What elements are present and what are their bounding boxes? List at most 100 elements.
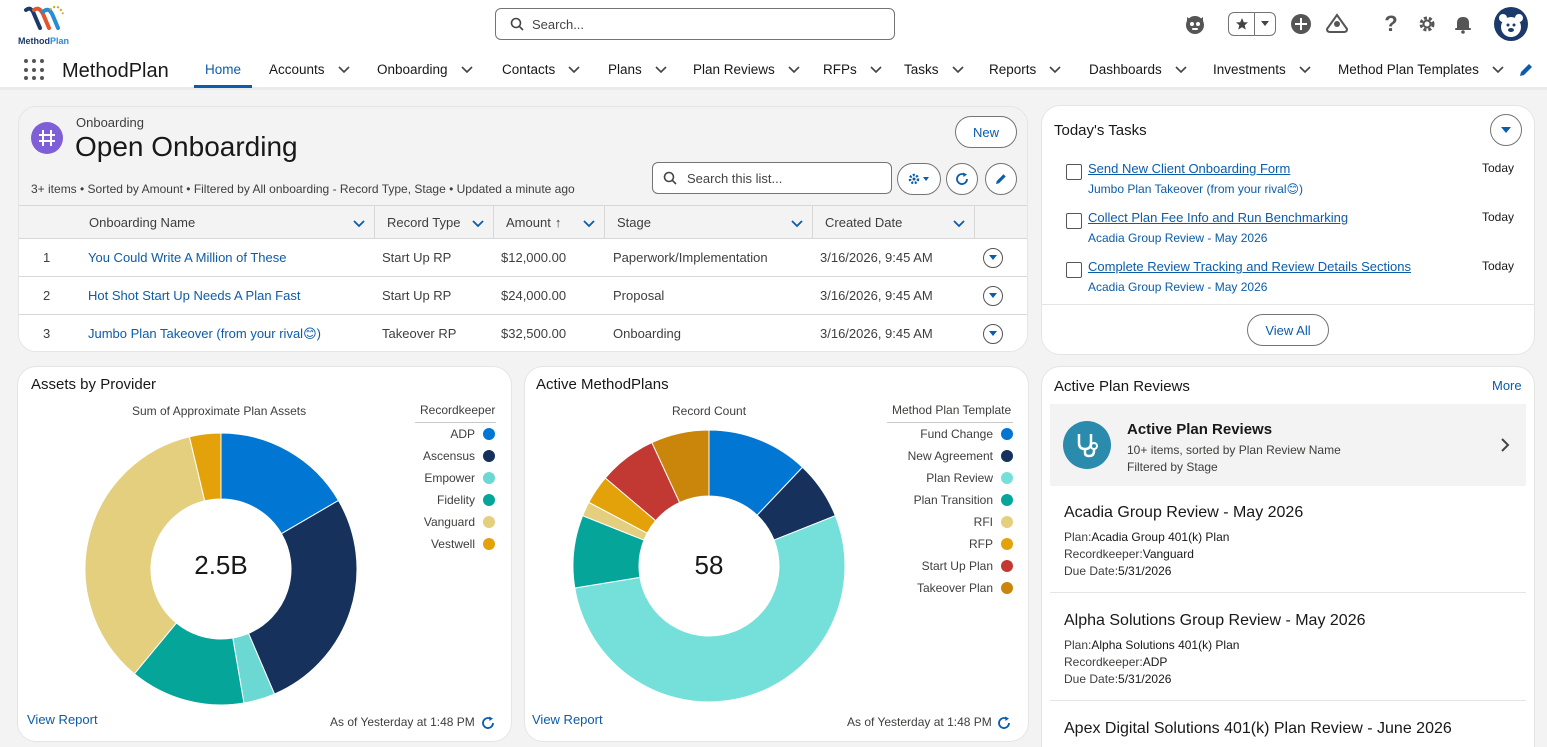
app-launcher-waffle-icon[interactable]: [24, 59, 46, 81]
chevron-down-icon[interactable]: [582, 216, 596, 230]
task-related-link[interactable]: Acadia Group Review - May 2026: [1088, 231, 1268, 245]
global-search[interactable]: [495, 8, 895, 40]
nav-tab-rfps[interactable]: RFPs: [823, 50, 883, 88]
method-plan-logo[interactable]: [16, 4, 76, 46]
legend-item[interactable]: Fund Change: [920, 425, 1013, 443]
task-name-link[interactable]: Complete Review Tracking and Review Deta…: [1088, 259, 1411, 274]
nav-tab-investments[interactable]: Investments: [1213, 50, 1312, 88]
favorites-dropdown-icon[interactable]: [1255, 13, 1275, 35]
task-related-link[interactable]: Jumbo Plan Takeover (from your rival😊): [1088, 182, 1304, 196]
donut-chart-plans[interactable]: [564, 421, 854, 711]
chevron-down-icon[interactable]: [952, 216, 966, 230]
onboarding-name-link[interactable]: Hot Shot Start Up Needs A Plan Fast: [88, 288, 301, 303]
chevron-down-icon[interactable]: [352, 216, 366, 230]
inline-edit-button[interactable]: [985, 163, 1017, 195]
more-link[interactable]: More: [1492, 378, 1522, 393]
donut-slice-takeover-plan[interactable]: [651, 429, 710, 504]
row-actions-button[interactable]: [983, 248, 1003, 268]
donut-slice-plan-review[interactable]: [574, 515, 846, 703]
column-header-amount[interactable]: Amount ↑: [494, 206, 605, 239]
bell-icon[interactable]: [1451, 12, 1475, 36]
list-settings-button[interactable]: [897, 163, 941, 195]
refresh-icon[interactable]: [481, 716, 495, 730]
nav-tab-tasks[interactable]: Tasks: [904, 50, 965, 88]
list-search[interactable]: [652, 162, 892, 194]
legend-item[interactable]: Fidelity: [437, 491, 495, 509]
legend-item[interactable]: Vanguard: [424, 513, 495, 531]
legend-item[interactable]: Takeover Plan: [917, 579, 1013, 597]
donut-slice-vestwell[interactable]: [188, 432, 222, 502]
task-related-link[interactable]: Acadia Group Review - May 2026: [1088, 280, 1268, 294]
task-checkbox[interactable]: [1066, 164, 1082, 180]
task-checkbox[interactable]: [1066, 213, 1082, 229]
legend-item[interactable]: RFP: [969, 535, 1013, 553]
chevron-down-icon[interactable]: [1491, 62, 1505, 76]
new-button[interactable]: New: [955, 116, 1017, 148]
list-view-banner[interactable]: Active Plan Reviews 10+ items, sorted by…: [1050, 404, 1526, 486]
chevron-down-icon[interactable]: [869, 62, 883, 76]
chevron-down-icon[interactable]: [460, 62, 474, 76]
nav-tab-plans[interactable]: Plans: [608, 50, 668, 88]
legend-item[interactable]: Start Up Plan: [922, 557, 1013, 575]
chevron-down-icon[interactable]: [1298, 62, 1312, 76]
chevron-down-icon[interactable]: [654, 62, 668, 76]
task-checkbox[interactable]: [1066, 262, 1082, 278]
nav-tab-plan-reviews[interactable]: Plan Reviews: [693, 50, 801, 88]
plan-review-item[interactable]: Apex Digital Solutions 401(k) Plan Revie…: [1050, 720, 1526, 747]
onboarding-name-link[interactable]: You Could Write A Million of These: [88, 250, 287, 265]
legend-item[interactable]: Plan Transition: [914, 491, 1013, 509]
row-actions-button[interactable]: [983, 324, 1003, 344]
legend-item[interactable]: ADP: [450, 425, 495, 443]
chevron-down-icon[interactable]: [790, 216, 804, 230]
chevron-down-icon[interactable]: [787, 62, 801, 76]
tasks-menu-button[interactable]: [1490, 114, 1522, 146]
chevron-down-icon[interactable]: [1174, 62, 1188, 76]
nav-tab-home[interactable]: Home: [194, 50, 253, 88]
view-report-link[interactable]: View Report: [532, 712, 603, 727]
chevron-down-icon[interactable]: [337, 62, 351, 76]
nav-tab-contacts[interactable]: Contacts: [502, 50, 581, 88]
legend-item[interactable]: Ascensus: [423, 447, 495, 465]
column-header-onboarding-name[interactable]: Onboarding Name: [77, 206, 375, 239]
donut-slice-ascensus[interactable]: [247, 499, 358, 695]
help-icon[interactable]: ?: [1384, 11, 1398, 36]
refresh-button[interactable]: [946, 163, 978, 195]
user-avatar[interactable]: [1494, 7, 1528, 41]
view-report-link[interactable]: View Report: [27, 712, 98, 727]
nav-tab-method-plan-templates[interactable]: Method Plan Templates: [1338, 50, 1505, 88]
chevron-down-icon[interactable]: [1048, 62, 1062, 76]
list-search-input[interactable]: [687, 170, 882, 186]
list-view-title[interactable]: Open Onboarding: [75, 131, 298, 162]
legend-item[interactable]: Empower: [424, 469, 495, 487]
task-name-link[interactable]: Collect Plan Fee Info and Run Benchmarki…: [1088, 210, 1349, 225]
legend-item[interactable]: New Agreement: [908, 447, 1013, 465]
chevron-down-icon[interactable]: [951, 62, 965, 76]
view-all-button[interactable]: View All: [1247, 314, 1329, 346]
gear-icon[interactable]: [1415, 12, 1439, 36]
column-header-created-date[interactable]: Created Date: [813, 206, 975, 239]
plan-review-item[interactable]: Alpha Solutions Group Review - May 2026 …: [1050, 612, 1526, 692]
global-search-input[interactable]: [532, 16, 872, 32]
row-actions-button[interactable]: [983, 286, 1003, 306]
agent-icon[interactable]: [1183, 12, 1207, 36]
review-name[interactable]: Apex Digital Solutions 401(k) Plan Revie…: [1064, 720, 1452, 737]
task-name-link[interactable]: Send New Client Onboarding Form: [1088, 161, 1291, 176]
review-name[interactable]: Alpha Solutions Group Review - May 2026: [1064, 612, 1366, 629]
nav-tab-dashboards[interactable]: Dashboards: [1089, 50, 1188, 88]
chevron-down-icon[interactable]: [471, 216, 485, 230]
review-name[interactable]: Acadia Group Review - May 2026: [1064, 504, 1304, 521]
donut-slice-vanguard[interactable]: [84, 436, 206, 675]
donut-chart-assets[interactable]: [76, 424, 366, 714]
add-icon[interactable]: [1289, 12, 1313, 36]
column-header-record-type[interactable]: Record Type: [375, 206, 494, 239]
refresh-icon[interactable]: [997, 716, 1011, 730]
column-header-stage[interactable]: Stage: [605, 206, 813, 239]
setup-assistant-icon[interactable]: [1325, 12, 1349, 36]
edit-nav-icon[interactable]: [1518, 62, 1534, 78]
legend-item[interactable]: RFI: [974, 513, 1013, 531]
plan-review-item[interactable]: Acadia Group Review - May 2026 Plan:Acad…: [1050, 504, 1526, 584]
chevron-down-icon[interactable]: [567, 62, 581, 76]
onboarding-name-link[interactable]: Jumbo Plan Takeover (from your rival😊): [88, 325, 321, 341]
legend-item[interactable]: Plan Review: [926, 469, 1013, 487]
nav-tab-accounts[interactable]: Accounts: [269, 50, 351, 88]
